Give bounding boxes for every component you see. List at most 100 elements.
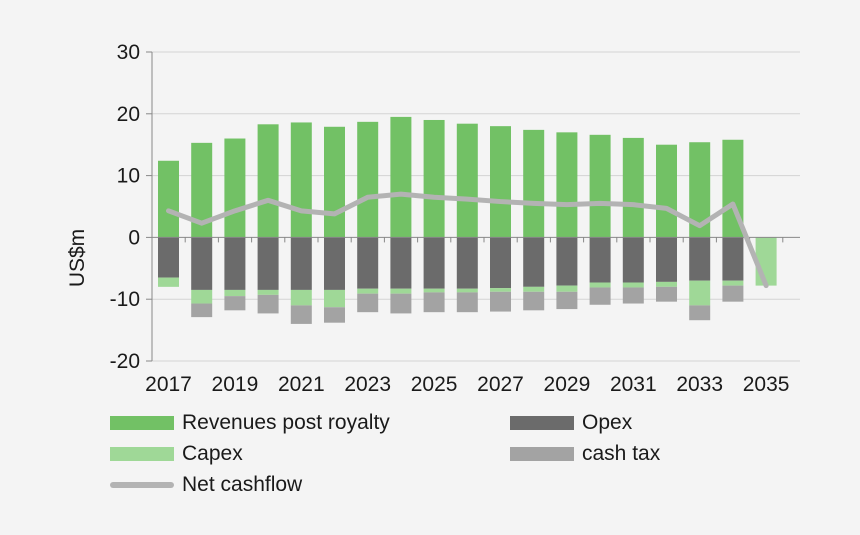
bar-cash-tax-2029: [556, 291, 578, 310]
bar-revenues-post-royalty-2030: [589, 134, 611, 238]
legend-item-opex: Opex: [510, 408, 632, 438]
bar-cash-tax-2019: [224, 296, 246, 311]
bar-capex-2021: [290, 289, 312, 306]
bar-capex-2020: [257, 289, 279, 295]
bar-opex-2017: [158, 237, 179, 278]
x-tick-label: 2025: [411, 373, 458, 396]
bar-opex-2034: [722, 237, 744, 281]
bar-cash-tax-2028: [523, 291, 545, 311]
bar-revenues-post-royalty-2024: [390, 116, 412, 238]
bar-opex-2026: [456, 237, 478, 289]
bar-cash-tax-2022: [324, 307, 345, 323]
bar-capex-2030: [589, 282, 611, 288]
bar-revenues-post-royalty-2033: [689, 142, 711, 238]
bar-revenues-post-royalty-2021: [290, 122, 312, 238]
bar-opex-2021: [290, 237, 312, 290]
bar-opex-2032: [656, 237, 677, 282]
bar-capex-2024: [390, 288, 412, 294]
x-tick-label: 2021: [278, 373, 325, 396]
bar-capex-2033: [689, 280, 711, 306]
bar-cash-tax-2024: [390, 293, 412, 314]
bar-revenues-post-royalty-2026: [456, 123, 478, 238]
x-tick-label: 2019: [212, 373, 259, 396]
bar-opex-2027: [490, 237, 511, 289]
y-tick-label: 0: [128, 226, 140, 249]
bar-opex-2023: [357, 237, 379, 289]
bar-opex-2030: [589, 237, 611, 283]
bar-revenues-post-royalty-2017: [158, 160, 179, 238]
x-tick-label: 2033: [676, 373, 723, 396]
y-tick-label: -20: [110, 350, 140, 373]
bar-cash-tax-2033: [689, 305, 711, 321]
bar-opex-2029: [556, 237, 578, 286]
bar-cash-tax-2030: [589, 287, 611, 305]
bar-revenues-post-royalty-2032: [656, 144, 677, 238]
bar-capex-2032: [656, 281, 677, 287]
bar-cash-tax-2026: [456, 292, 478, 313]
bar-revenues-post-royalty-2025: [423, 119, 445, 238]
bar-cash-tax-2021: [290, 305, 312, 324]
bar-cash-tax-2032: [656, 286, 677, 302]
bar-opex-2020: [257, 237, 279, 290]
legend-swatch-net-cashflow: [110, 482, 174, 488]
bar-opex-2033: [689, 237, 711, 281]
bar-cash-tax-2027: [490, 291, 511, 312]
bar-capex-2034: [722, 280, 744, 286]
bar-revenues-post-royalty-2027: [490, 126, 511, 238]
bar-capex-2025: [423, 288, 445, 293]
bar-cash-tax-2020: [257, 294, 279, 314]
x-tick-label: 2027: [477, 373, 524, 396]
bar-cash-tax-2034: [722, 285, 744, 302]
bar-opex-2031: [622, 237, 644, 283]
bar-opex-2022: [324, 237, 345, 290]
bar-capex-2023: [357, 288, 379, 294]
bar-capex-2019: [224, 289, 246, 297]
bar-capex-2031: [622, 282, 644, 288]
bar-cash-tax-2023: [357, 293, 379, 313]
bar-capex-2029: [556, 285, 578, 292]
bar-cash-tax-2025: [423, 292, 445, 313]
bar-revenues-post-royalty-2023: [357, 121, 379, 238]
legend-item-net-cashflow: Net cashflow: [110, 470, 302, 500]
legend-item-capex: Capex: [110, 439, 243, 469]
x-tick-label: 2029: [544, 373, 591, 396]
legend-swatch-cash-tax: [510, 447, 574, 461]
legend-label-opex: Opex: [582, 411, 633, 434]
legend-label-cash-tax: cash tax: [582, 442, 661, 465]
legend-label-net-cashflow: Net cashflow: [182, 473, 303, 496]
x-tick-label: 2023: [344, 373, 391, 396]
legend-item-revenues: Revenues post royalty: [110, 408, 390, 438]
bar-opex-2028: [523, 237, 545, 287]
y-tick-label: 30: [117, 41, 140, 64]
bar-capex-2022: [324, 289, 345, 308]
x-tick-label: 2035: [743, 373, 790, 396]
legend-item-cash-tax: cash tax: [510, 439, 660, 469]
y-tick-label: 20: [117, 103, 140, 126]
y-axis-title: US$m: [66, 229, 89, 287]
bar-opex-2019: [224, 237, 246, 290]
bar-revenues-post-royalty-2028: [523, 129, 545, 238]
x-tick-label: 2017: [145, 373, 192, 396]
x-tick-label: 2031: [610, 373, 657, 396]
legend-swatch-capex: [110, 447, 174, 461]
bar-revenues-post-royalty-2020: [257, 124, 279, 238]
bar-capex-2028: [523, 286, 545, 292]
bar-revenues-post-royalty-2031: [622, 137, 644, 238]
bar-revenues-post-royalty-2029: [556, 132, 578, 238]
bar-capex-2018: [191, 289, 213, 304]
bar-revenues-post-royalty-2018: [191, 142, 213, 238]
bar-opex-2018: [191, 237, 213, 290]
legend-label-capex: Capex: [182, 442, 243, 465]
net-cashflow-line: [166, 191, 769, 289]
legend-swatch-revenues: [110, 416, 174, 430]
bar-revenues-post-royalty-2022: [324, 126, 345, 238]
bar-capex-2026: [456, 288, 478, 293]
bar-cash-tax-2018: [191, 303, 213, 318]
bar-opex-2025: [423, 237, 445, 289]
y-tick-label: -10: [110, 288, 140, 311]
legend-swatch-opex: [510, 416, 574, 430]
legend-label-revenues: Revenues post royalty: [182, 411, 390, 434]
bar-revenues-post-royalty-2019: [224, 138, 246, 238]
bar-cash-tax-2031: [622, 287, 644, 304]
